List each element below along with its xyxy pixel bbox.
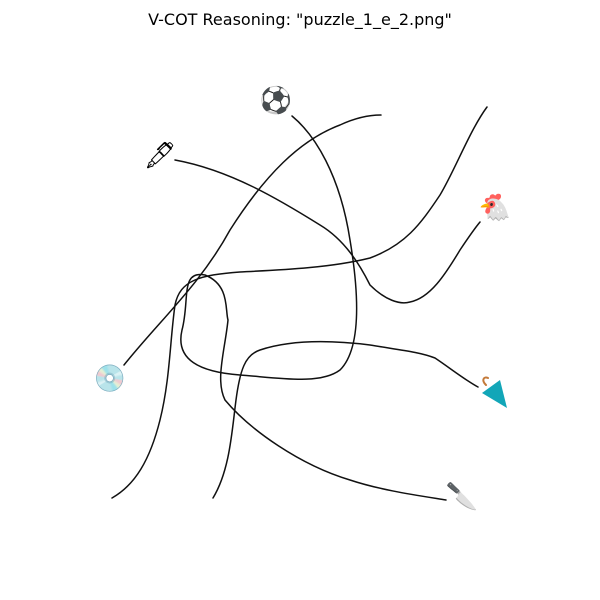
knife-icon: 🔪 xyxy=(445,482,479,512)
connecting-line xyxy=(111,106,488,499)
fountain-pen-icon: 🖋 xyxy=(143,141,177,171)
soccer-ball-icon: ⚽ xyxy=(259,86,293,116)
connecting-line xyxy=(212,341,479,499)
chicken-icon: 🐔 xyxy=(478,193,512,223)
connecting-line xyxy=(123,114,382,366)
page-title: V-COT Reasoning: "puzzle_1_e_2.png" xyxy=(148,10,452,29)
cd-disc-icon: 💿 xyxy=(93,364,127,394)
connecting-line xyxy=(174,159,481,304)
triangle-umbrella-shape xyxy=(482,376,507,408)
connecting-line xyxy=(180,115,447,501)
